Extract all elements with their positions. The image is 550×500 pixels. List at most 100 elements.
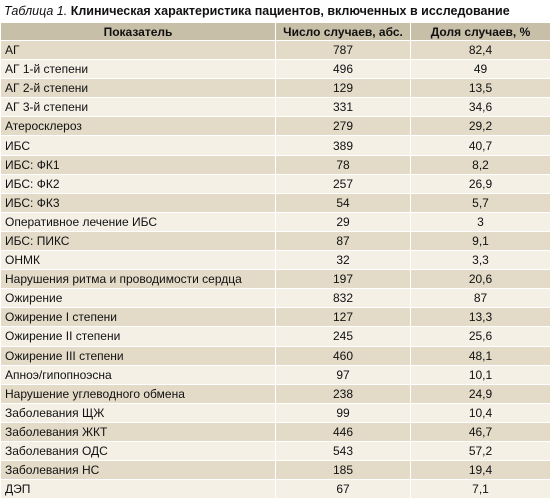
table: Показатель Число случаев, абс. Доля случае… xyxy=(0,22,550,500)
cell: 787 xyxy=(275,39,411,61)
cell: 67 xyxy=(275,479,411,500)
cell: 3 xyxy=(410,211,550,232)
cell: 8,2 xyxy=(410,154,550,175)
cell: 29 xyxy=(275,211,411,232)
cell: 127 xyxy=(275,307,411,328)
row-label: ИБС xyxy=(0,135,276,156)
cell: 185 xyxy=(275,460,411,481)
row-label: ИБС: ФК1 xyxy=(0,154,276,175)
row-label: АГ 3-й степени xyxy=(0,97,276,118)
table-row: ИБС: ФК3 54 5,7 xyxy=(0,192,550,213)
cell: 9,1 xyxy=(410,230,550,252)
table-title: Таблица 1. Клиническая характеристика па… xyxy=(0,0,550,22)
row-label: АГ 1-й степени xyxy=(0,59,276,80)
cell: 7,1 xyxy=(410,479,550,500)
row-label: Оперативное лечение ИБС xyxy=(0,211,276,232)
table-row: ИБС: ФК1 78 8,2 xyxy=(0,154,550,175)
cell: 87 xyxy=(275,230,411,252)
cell: 5,7 xyxy=(410,192,550,213)
row-label: Ожирение III степени xyxy=(0,345,276,366)
cell: 389 xyxy=(275,135,411,156)
cell: 99 xyxy=(275,402,411,423)
table-row: ИБС: ПИКС 87 9,1 xyxy=(0,230,550,252)
table-caption: Клиническая характеристика пациентов, вк… xyxy=(70,4,510,18)
table-row: ОНМК 32 3,3 xyxy=(0,250,550,271)
cell: 29,2 xyxy=(410,116,550,137)
table-row: Заболевания ОДС 543 57,2 xyxy=(0,440,550,462)
header-cell: Число случаев, абс. xyxy=(275,22,411,41)
row-label: Ожирение II степени xyxy=(0,326,276,347)
table-row: ДЭП 67 7,1 xyxy=(0,479,550,500)
row-label: АГ xyxy=(0,39,276,61)
table-row: Ожирение III степени 460 48,1 xyxy=(0,345,550,366)
table-row: Нарушения ритма и проводимости сердца 197… xyxy=(0,269,550,290)
header-cell: Доля случаев, % xyxy=(410,22,550,41)
cell: 245 xyxy=(275,326,411,347)
cell: 10,1 xyxy=(410,364,550,385)
cell: 13,3 xyxy=(410,307,550,328)
table-row: Заболевания ЩЖ 99 10,4 xyxy=(0,402,550,423)
row-label: ИБС: ПИКС xyxy=(0,230,276,252)
row-label: Нарушение углеводного обмена xyxy=(0,383,276,404)
cell: 87 xyxy=(410,288,550,309)
cell: 446 xyxy=(275,421,411,442)
cell: 832 xyxy=(275,288,411,309)
header-row: Показатель Число случаев, абс. Доля случае… xyxy=(0,22,550,41)
table-row: Атеросклероз 279 29,2 xyxy=(0,116,550,137)
header-cell: Показатель xyxy=(0,22,276,41)
cell: 129 xyxy=(275,78,411,99)
table-row: Заболевания ЖКТ 446 46,7 xyxy=(0,421,550,442)
table-row: Нарушение углеводного обмена 238 24,9 xyxy=(0,383,550,404)
cell: 78 xyxy=(275,154,411,175)
cell: 49 xyxy=(410,59,550,80)
cell: 279 xyxy=(275,116,411,137)
row-label: Атеросклероз xyxy=(0,116,276,137)
cell: 25,6 xyxy=(410,326,550,347)
cell: 40,7 xyxy=(410,135,550,156)
row-label: Нарушения ритма и проводимости сердца xyxy=(0,269,276,290)
cell: 57,2 xyxy=(410,440,550,462)
cell: 543 xyxy=(275,440,411,462)
row-label: Заболевания НС xyxy=(0,460,276,481)
cell: 460 xyxy=(275,345,411,366)
cell: 46,7 xyxy=(410,421,550,442)
cell: 197 xyxy=(275,269,411,290)
row-label: Ожирение I степени xyxy=(0,307,276,328)
row-label: ИБС: ФК3 xyxy=(0,192,276,213)
row-label: АГ 2-й степени xyxy=(0,78,276,99)
cell: 238 xyxy=(275,383,411,404)
row-label: Заболевания ОДС xyxy=(0,440,276,462)
table-row: АГ 2-й степени 129 13,5 xyxy=(0,78,550,99)
row-label: Заболевания ЖКТ xyxy=(0,421,276,442)
row-label: Апноэ/гипопноэсна xyxy=(0,364,276,385)
cell: 82,4 xyxy=(410,39,550,61)
cell: 3,3 xyxy=(410,250,550,271)
row-label: ДЭП xyxy=(0,479,276,500)
cell: 257 xyxy=(275,173,411,194)
table-row: ИБС 389 40,7 xyxy=(0,135,550,156)
row-label: ИБС: ФК2 xyxy=(0,173,276,194)
cell: 24,9 xyxy=(410,383,550,404)
table-row: ИБС: ФК2 257 26,9 xyxy=(0,173,550,194)
cell: 13,5 xyxy=(410,78,550,99)
table-row: Ожирение 832 87 xyxy=(0,288,550,309)
cell: 10,4 xyxy=(410,402,550,423)
cell: 97 xyxy=(275,364,411,385)
table-row: Оперативное лечение ИБС 29 3 xyxy=(0,211,550,232)
table-row: Заболевания НС 185 19,4 xyxy=(0,460,550,481)
cell: 20,6 xyxy=(410,269,550,290)
cell: 48,1 xyxy=(410,345,550,366)
row-label: Ожирение xyxy=(0,288,276,309)
table-body: АГ 787 82,4 АГ 1-й степени 496 49 АГ 2-й степе… xyxy=(0,39,550,500)
table-row: АГ 3-й степени 331 34,6 xyxy=(0,97,550,118)
cell: 19,4 xyxy=(410,460,550,481)
cell: 331 xyxy=(275,97,411,118)
table-row: АГ 787 82,4 xyxy=(0,39,550,61)
table-label: Таблица 1. xyxy=(4,4,68,18)
cell: 54 xyxy=(275,192,411,213)
cell: 34,6 xyxy=(410,97,550,118)
table-row: АГ 1-й степени 496 49 xyxy=(0,59,550,80)
table-row: Апноэ/гипопноэсна 97 10,1 xyxy=(0,364,550,385)
table-row: Ожирение II степени 245 25,6 xyxy=(0,326,550,347)
